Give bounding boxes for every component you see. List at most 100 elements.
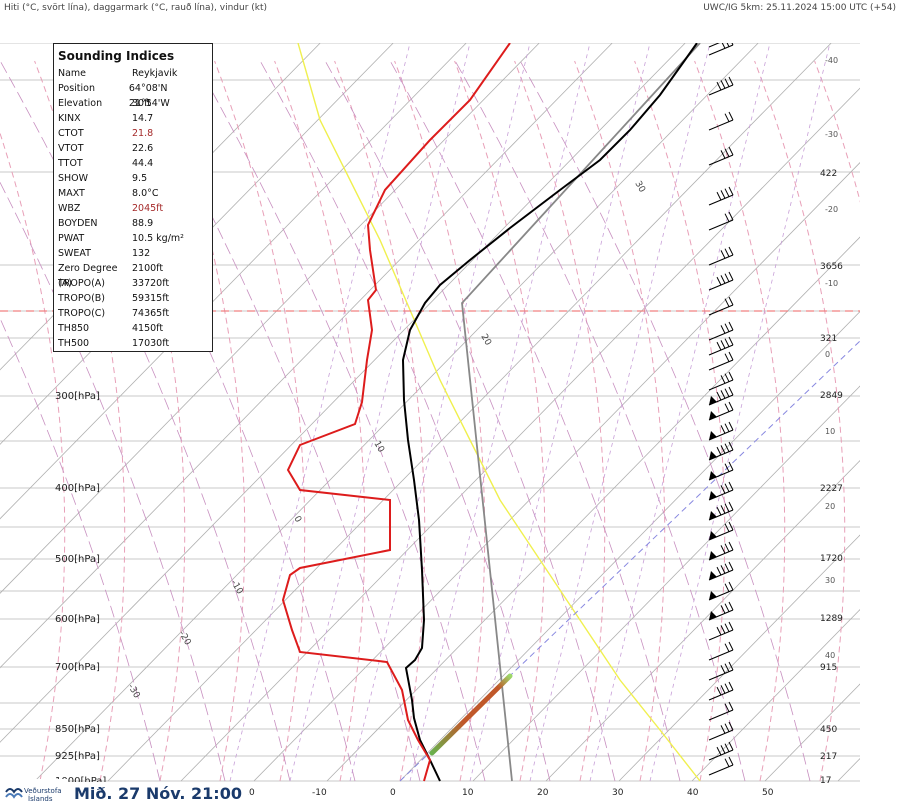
indices-title: Sounding Indices	[58, 49, 175, 63]
height-label: 17	[820, 776, 831, 786]
index-value: 22.6	[132, 143, 154, 154]
wind-barb	[708, 521, 734, 541]
isotherm-line	[618, 534, 860, 782]
index-row: Name Reykjavik	[58, 66, 208, 81]
index-key: SWEAT	[58, 248, 91, 259]
wind-barb	[708, 756, 734, 776]
isotherm-line	[107, 43, 832, 782]
isotherm-line	[34, 43, 759, 782]
index-value: 10.5 kg/m²	[132, 233, 184, 244]
wind-barb	[708, 401, 734, 421]
isotherm-line	[545, 460, 860, 782]
pressure-label: 400[hPa]	[55, 483, 100, 494]
height-label: 321	[820, 334, 837, 344]
wind-barb	[708, 621, 734, 641]
run-info: UWC/IG 5km: 25.11.2024 15:00 UTC (+54)	[703, 3, 896, 13]
isotherm-line	[837, 757, 860, 782]
height-label: 1289	[820, 614, 843, 624]
sounding-indices-panel: Sounding Indices Name Reykjavik Position 64…	[53, 43, 213, 352]
wind-barb	[708, 321, 734, 341]
index-row: TH500 17030ft	[58, 336, 208, 351]
wind-barb	[708, 661, 734, 681]
index-row: BOYDEN 88.9	[58, 216, 208, 231]
index-row: Zero Degree (A) 2100ft	[58, 261, 208, 289]
dry-adiabat	[34, 60, 126, 782]
moist-adiabat	[129, 60, 421, 782]
wind-barb	[708, 701, 734, 721]
isotherm-line	[0, 43, 686, 743]
isotherm-line	[253, 162, 860, 782]
index-value: 8.0°C	[132, 188, 159, 199]
wind-barb	[708, 146, 734, 166]
index-value: 2100ft	[132, 263, 164, 274]
wind-barb	[708, 371, 734, 391]
wind-barb	[708, 581, 734, 601]
pressure-label: 1000[hPa]	[55, 776, 106, 787]
temperature-tick: 50	[762, 788, 774, 798]
index-key: Position	[58, 83, 95, 94]
skewed-temp-label: 10	[371, 440, 386, 455]
right-temp-label: 10	[825, 427, 835, 436]
index-row: KINX 14.7	[58, 111, 208, 126]
index-row: WBZ 2045ft	[58, 201, 208, 216]
index-key: TH850	[58, 323, 90, 334]
mixing-ratio-line	[469, 43, 651, 782]
mixing-ratio-line	[589, 43, 771, 782]
dry-adiabat	[514, 60, 606, 782]
moist-adiabat	[519, 60, 811, 782]
index-value: 30ft	[132, 98, 151, 109]
right-temp-label: 20	[825, 502, 835, 511]
index-key: TTOT	[58, 158, 83, 169]
wind-barb	[708, 441, 734, 461]
wind-barb	[708, 461, 734, 481]
index-value: 88.9	[132, 218, 154, 229]
moist-adiabat	[64, 60, 356, 782]
dry-adiabat	[94, 60, 186, 782]
temperature-tick: 30	[612, 788, 624, 798]
height-label: 450	[820, 725, 837, 735]
mixing-ratio-line	[529, 43, 711, 782]
index-key: BOYDEN	[58, 218, 98, 229]
temperature-tick: 0	[390, 788, 396, 798]
wind-barb	[708, 43, 720, 48]
index-key: Elevation	[58, 98, 103, 109]
mixing-ratio-line	[289, 43, 471, 782]
wind-barb	[708, 681, 734, 701]
index-key: MAXT	[58, 188, 85, 199]
index-key: TROPO(B)	[58, 293, 106, 304]
index-row: TH850 4150ft	[58, 321, 208, 336]
index-key: SHOW	[58, 173, 89, 184]
index-key: PWAT	[58, 233, 85, 244]
dry-adiabat	[754, 60, 846, 782]
dry-adiabat	[454, 60, 546, 782]
index-value: 59315ft	[132, 293, 170, 304]
index-value: Reykjavik	[132, 68, 178, 79]
pressure-label: 925[hPa]	[55, 751, 100, 762]
isotherm-line	[0, 43, 540, 594]
wind-barb	[708, 481, 734, 501]
index-key: TH500	[58, 338, 90, 349]
index-row: SHOW 9.5	[58, 171, 208, 186]
moist-adiabat	[0, 317, 161, 782]
dry-adiabat	[694, 60, 786, 782]
index-value: 33720ft	[132, 278, 170, 289]
index-key: WBZ	[58, 203, 81, 214]
index-value: 74365ft	[132, 308, 170, 319]
dry-adiabat	[334, 60, 426, 782]
isotherm-line	[0, 43, 467, 520]
temperature-line	[401, 43, 698, 782]
skewed-temp-label: 30	[632, 180, 647, 195]
index-row: TTOT 44.4	[58, 156, 208, 171]
moist-adiabat	[389, 60, 681, 782]
mixing-ratio-line	[649, 43, 831, 782]
dry-adiabat	[574, 60, 666, 782]
highlight-moist-adiabat	[297, 43, 701, 782]
wind-barb	[708, 271, 734, 291]
right-temp-label: -20	[825, 205, 838, 214]
isotherm-line	[399, 311, 860, 782]
index-key: KINX	[58, 113, 81, 124]
temperature-tick: 20	[537, 788, 549, 798]
index-key: CTOT	[58, 128, 84, 139]
dry-adiabat	[634, 60, 726, 782]
